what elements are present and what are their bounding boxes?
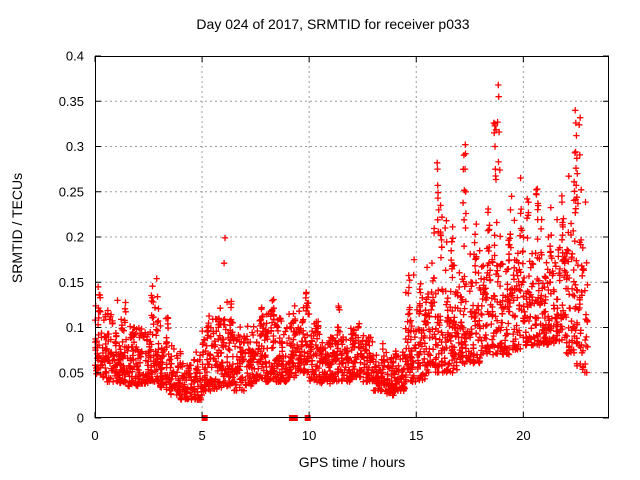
x-axis-label: GPS time / hours	[298, 454, 406, 470]
chart-title: Day 024 of 2017, SRMTID for receiver p03…	[196, 16, 470, 32]
axis-ticks	[94, 55, 609, 419]
x-tick-label: 5	[198, 428, 205, 443]
scatter-points	[92, 81, 591, 404]
x-tick-label: 15	[409, 428, 423, 443]
y-tick-label: 0.2	[66, 230, 84, 245]
x-tick-labels: 0 5 10 15 20	[91, 428, 530, 443]
y-tick-label: 0	[77, 411, 84, 426]
x-tick-label: 10	[302, 428, 316, 443]
scatter-series	[92, 81, 591, 404]
y-tick-label: 0.35	[59, 94, 84, 109]
y-tick-label: 0.4	[66, 49, 84, 64]
y-tick-label: 0.3	[66, 139, 84, 154]
y-tick-label: 0.05	[59, 365, 84, 380]
y-tick-label: 0.15	[59, 275, 84, 290]
x-tick-label: 20	[516, 428, 530, 443]
y-tick-labels: 0 0.05 0.1 0.15 0.2 0.25 0.3 0.35 0.4	[59, 49, 84, 426]
y-tick-label: 0.1	[66, 320, 84, 335]
x-tick-label: 0	[91, 428, 98, 443]
y-tick-label: 0.25	[59, 184, 84, 199]
